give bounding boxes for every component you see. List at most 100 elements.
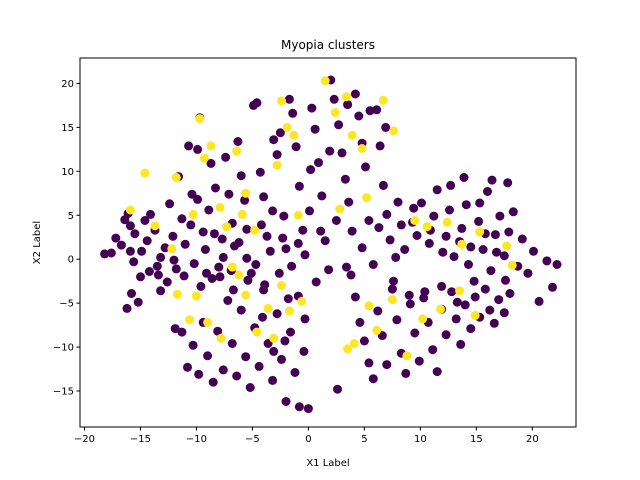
scatter-point-class-1 [289, 130, 299, 140]
scatter-point-class-0 [368, 260, 378, 269]
scatter-point-class-0 [429, 211, 439, 221]
y-axis-label: X2 Label [32, 221, 43, 264]
scatter-point-class-0 [215, 272, 225, 282]
y-tick-label: 10 [61, 167, 74, 178]
scatter-point-class-0 [505, 289, 515, 298]
scatter-point-class-1 [263, 303, 273, 313]
scatter-point-class-0 [346, 270, 356, 280]
scatter-point-class-0 [324, 265, 334, 275]
scatter-point-class-0 [280, 336, 290, 346]
scatter-point-class-1 [140, 168, 150, 178]
scatter-point-class-1 [227, 262, 237, 272]
scatter-point-class-0 [260, 280, 270, 290]
scatter-point-class-1 [222, 222, 232, 232]
scatter-point-class-0 [412, 231, 422, 240]
scatter-point-class-1 [282, 122, 292, 132]
scatter-point-class-0 [242, 253, 252, 263]
scatter-point-class-0 [534, 296, 544, 306]
scatter-point-class-0 [503, 178, 513, 188]
scatter-point-class-0 [451, 314, 461, 324]
chart-title: Myopia clusters [281, 38, 375, 52]
scatter-point-class-0 [245, 383, 255, 392]
scatter-point-class-0 [272, 309, 282, 319]
scatter-point-class-0 [162, 277, 172, 287]
scatter-point-class-0 [385, 235, 395, 245]
scatter-point-class-0 [242, 224, 252, 234]
scatter-point-class-0 [508, 207, 518, 217]
scatter-point-class-0 [209, 229, 219, 239]
scatter-point-class-0 [393, 197, 403, 207]
scatter-point-class-1 [347, 130, 357, 140]
scatter-point-class-0 [325, 146, 335, 156]
scatter-point-class-1 [330, 108, 340, 117]
scatter-point-class-0 [441, 231, 451, 241]
scatter-point-class-0 [311, 277, 321, 287]
scatter-point-class-0 [241, 352, 251, 362]
scatter-point-class-0 [153, 270, 163, 280]
scatter-point-class-0 [156, 252, 166, 262]
scatter-point-class-0 [293, 238, 303, 248]
scatter-point-class-0 [364, 358, 374, 368]
scatter-point-class-0 [347, 226, 357, 236]
scatter-point-class-0 [487, 175, 497, 185]
scatter-point-class-0 [300, 250, 310, 260]
y-tick-label: −5 [59, 299, 74, 310]
scatter-point-class-0 [378, 180, 388, 190]
scatter-point-class-0 [374, 223, 384, 233]
scatter-point-class-0 [501, 275, 510, 285]
scatter-point-class-0 [144, 267, 154, 276]
scatter-point-class-0 [186, 220, 196, 230]
scatter-point-class-0 [125, 221, 135, 231]
scatter-point-class-0 [206, 158, 216, 168]
scatter-point-class-1 [293, 210, 303, 220]
scatter-point-class-0 [494, 295, 504, 305]
scatter-point-class-0 [224, 189, 234, 199]
scatter-point-class-0 [470, 292, 480, 302]
scatter-point-class-0 [490, 230, 500, 240]
scatter-point-class-0 [392, 315, 402, 325]
scatter-point-class-0 [405, 299, 415, 309]
scatter-point-class-0 [146, 209, 155, 219]
scatter-point-class-0 [489, 318, 499, 328]
scatter-point-class-0 [252, 98, 262, 108]
scatter-point-class-1 [418, 314, 428, 324]
scatter-point-class-0 [193, 194, 203, 204]
scatter-point-class-1 [372, 325, 382, 335]
scatter-point-class-0 [233, 137, 243, 146]
x-tick-label: −20 [74, 434, 95, 445]
scatter-point-class-0 [445, 205, 454, 215]
scatter-point-class-0 [268, 375, 278, 385]
scatter-point-class-0 [447, 287, 457, 297]
scatter-point-class-1 [297, 296, 307, 306]
scatter-point-class-0 [396, 220, 406, 230]
scatter-point-class-0 [211, 183, 220, 193]
scatter-point-class-0 [529, 246, 538, 256]
scatter-point-class-0 [196, 281, 206, 291]
scatter-point-class-0 [449, 252, 459, 262]
scatter-point-class-0 [441, 330, 451, 340]
y-tick-label: −15 [53, 386, 74, 397]
scatter-point-class-0 [483, 187, 492, 196]
scatter-point-class-0 [317, 191, 327, 201]
scatter-point-class-0 [234, 238, 244, 247]
scatter-point-class-0 [485, 305, 495, 315]
scatter-point-class-0 [475, 198, 485, 208]
scatter-point-class-0 [452, 297, 462, 307]
scatter-point-class-0 [140, 216, 150, 225]
x-tick-label: 15 [470, 434, 483, 445]
scatter-point-class-0 [417, 198, 426, 208]
scatter-point-class-0 [359, 336, 369, 346]
scatter-point-class-0 [466, 324, 476, 334]
scatter-point-class-0 [355, 317, 365, 327]
scatter-point-class-0 [133, 297, 143, 307]
scatter-point-class-1 [457, 239, 467, 249]
scatter-point-class-0 [464, 260, 473, 269]
scatter-point-class-1 [241, 290, 251, 300]
scatter-point-class-0 [281, 244, 291, 254]
scatter-point-class-0 [243, 275, 253, 285]
scatter-point-class-0 [495, 211, 505, 221]
scatter-point-class-0 [184, 141, 194, 151]
scatter-point-class-0 [137, 246, 147, 256]
scatter-point-class-0 [333, 384, 342, 394]
scatter-point-class-0 [268, 206, 278, 216]
